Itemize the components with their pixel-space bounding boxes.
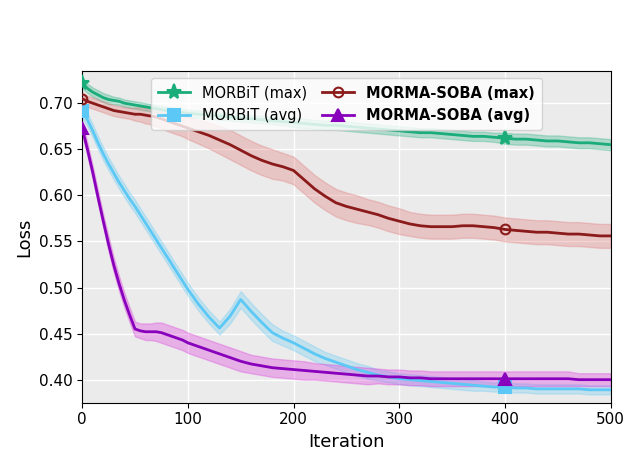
MORBiT (avg) bbox=[586, 387, 593, 393]
MORBiT (max) bbox=[607, 142, 614, 147]
Legend: MORBiT (max), MORBiT (avg), MORMA-SOBA (max), MORMA-SOBA (avg): MORBiT (max), MORBiT (avg), MORMA-SOBA (… bbox=[151, 78, 541, 130]
MORBiT (avg) bbox=[78, 108, 86, 113]
MORBiT (max) bbox=[353, 124, 361, 130]
MORMA-SOBA (max) bbox=[522, 228, 530, 234]
MORMA-SOBA (avg) bbox=[522, 376, 530, 382]
MORBiT (max) bbox=[141, 104, 149, 110]
X-axis label: Iteration: Iteration bbox=[308, 433, 385, 451]
MORBiT (max) bbox=[195, 111, 202, 117]
MORBiT (avg) bbox=[522, 385, 530, 391]
Line: MORBiT (max): MORBiT (max) bbox=[74, 75, 618, 152]
MORBiT (avg) bbox=[195, 302, 202, 307]
Line: MORMA-SOBA (avg): MORMA-SOBA (avg) bbox=[77, 123, 616, 385]
MORBiT (avg) bbox=[311, 351, 319, 356]
MORMA-SOBA (max) bbox=[353, 206, 361, 212]
MORMA-SOBA (avg) bbox=[311, 369, 319, 374]
MORMA-SOBA (max) bbox=[78, 96, 86, 102]
MORMA-SOBA (max) bbox=[311, 186, 319, 192]
Line: MORMA-SOBA (max): MORMA-SOBA (max) bbox=[77, 94, 616, 241]
MORBiT (avg) bbox=[353, 367, 361, 372]
Line: MORBiT (avg): MORBiT (avg) bbox=[77, 105, 616, 395]
MORMA-SOBA (max) bbox=[141, 112, 149, 118]
MORBiT (max) bbox=[152, 106, 160, 111]
MORMA-SOBA (avg) bbox=[78, 125, 86, 131]
MORMA-SOBA (avg) bbox=[195, 344, 202, 350]
MORBiT (max) bbox=[522, 137, 530, 142]
MORBiT (max) bbox=[311, 122, 319, 127]
MORMA-SOBA (max) bbox=[152, 114, 160, 120]
MORMA-SOBA (max) bbox=[195, 129, 202, 135]
MORBiT (max) bbox=[78, 80, 86, 86]
MORMA-SOBA (max) bbox=[596, 233, 604, 239]
MORBiT (avg) bbox=[607, 387, 614, 393]
MORBiT (avg) bbox=[141, 220, 149, 226]
MORMA-SOBA (avg) bbox=[575, 377, 582, 383]
MORMA-SOBA (avg) bbox=[152, 329, 160, 335]
MORMA-SOBA (max) bbox=[607, 233, 614, 239]
MORMA-SOBA (avg) bbox=[353, 372, 361, 378]
MORMA-SOBA (avg) bbox=[607, 377, 614, 383]
MORMA-SOBA (avg) bbox=[141, 329, 149, 335]
Y-axis label: Loss: Loss bbox=[15, 217, 33, 256]
MORBiT (avg) bbox=[152, 237, 160, 242]
